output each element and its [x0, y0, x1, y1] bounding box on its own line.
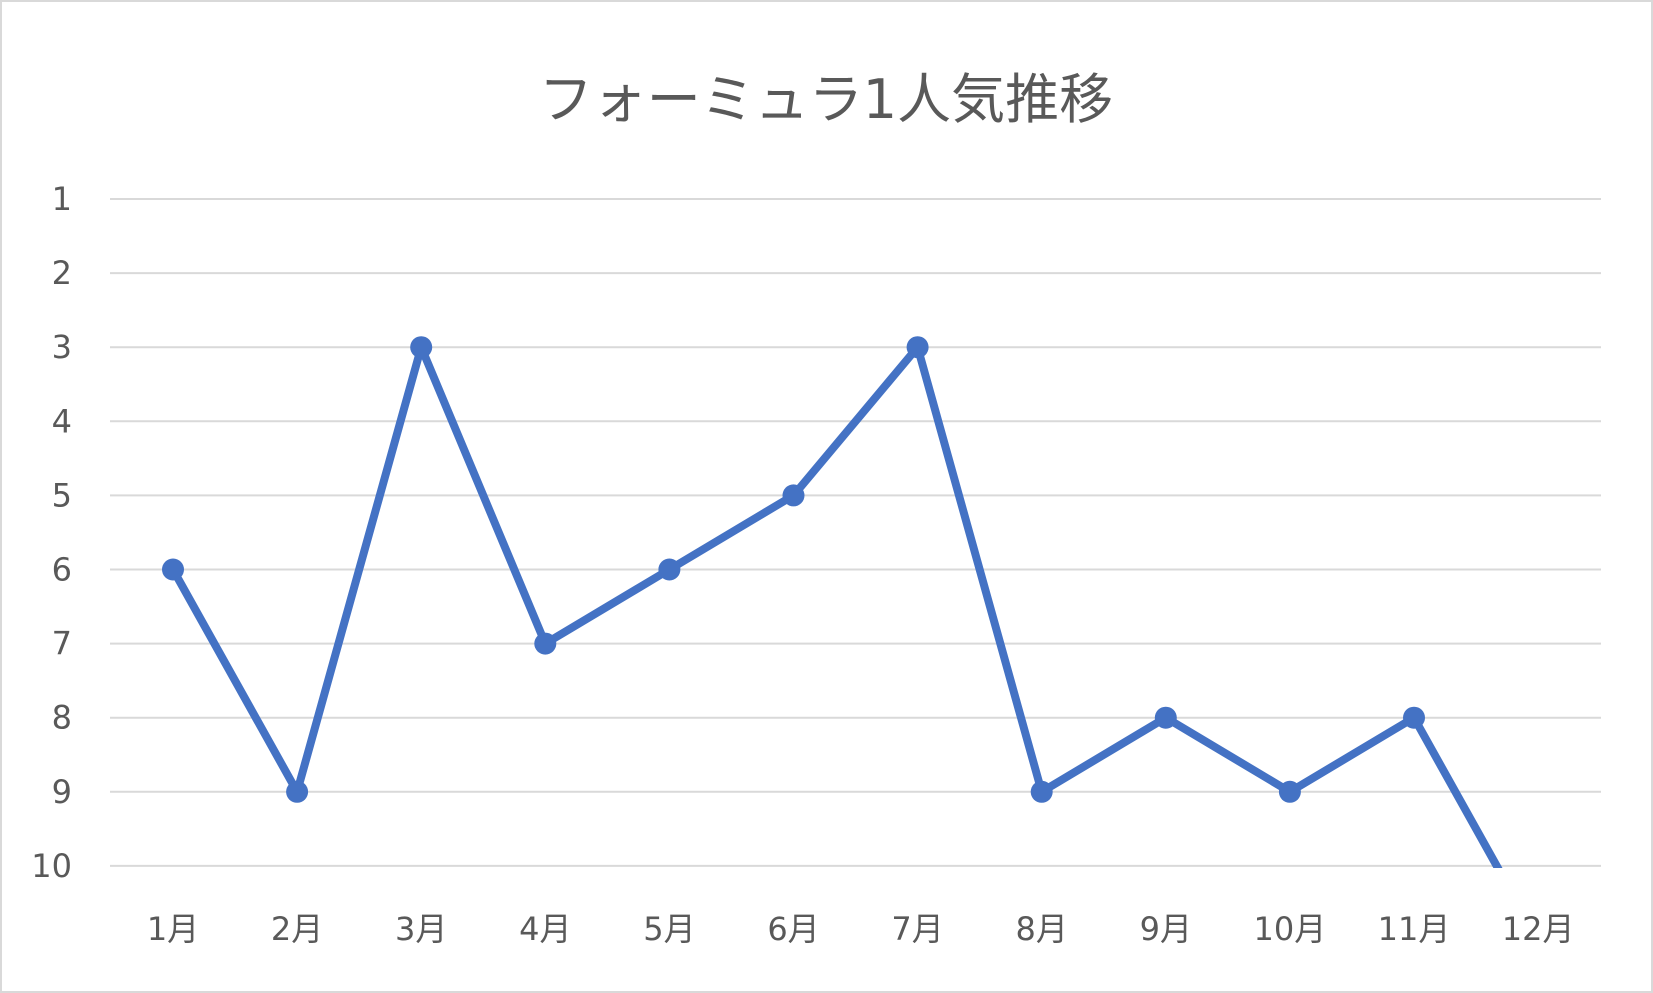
x-tick-label: 7月	[891, 910, 943, 948]
data-point	[1154, 706, 1177, 729]
x-tick-label: 12月	[1502, 910, 1575, 948]
data-point	[162, 558, 184, 581]
chart-title: フォーミュラ1人気推移	[539, 68, 1113, 131]
y-tick-label: 8	[52, 699, 72, 737]
x-tick-label: 2月	[271, 910, 323, 948]
data-point	[534, 632, 557, 655]
x-tick-label: 4月	[519, 910, 571, 948]
y-tick-label: 9	[52, 773, 72, 811]
x-tick-label: 10月	[1254, 910, 1327, 948]
data-point	[782, 484, 805, 507]
series-layer	[162, 336, 1503, 868]
data-point	[1403, 706, 1425, 729]
x-axis-tick-labels: 1月 2月 3月 4月 5月 6月 7月 8月 9月 10月 11月 12月	[147, 910, 1575, 948]
y-tick-label: 4	[52, 402, 72, 440]
x-tick-label: 1月	[147, 910, 199, 948]
x-tick-label: 6月	[767, 910, 819, 948]
x-tick-label: 3月	[395, 910, 447, 948]
data-point	[1278, 780, 1301, 803]
y-tick-label: 3	[52, 328, 72, 366]
x-tick-label: 9月	[1140, 910, 1192, 948]
series-line	[169, 343, 1503, 868]
x-tick-label: 11月	[1378, 910, 1451, 948]
data-point	[286, 780, 309, 803]
y-tick-label: 6	[52, 551, 72, 589]
data-point	[906, 336, 929, 359]
data-point	[1030, 780, 1053, 803]
y-tick-label: 10	[31, 847, 72, 885]
gridlines	[110, 198, 1601, 867]
data-point	[658, 558, 681, 581]
x-tick-label: 5月	[643, 910, 695, 948]
data-point	[410, 336, 433, 359]
y-tick-label: 2	[52, 254, 72, 292]
y-tick-label: 1	[52, 180, 72, 218]
x-tick-label: 8月	[1016, 910, 1068, 948]
y-tick-label: 7	[52, 625, 72, 663]
y-axis-tick-labels: 1 2 3 4 5 6 7 8 9 10	[31, 180, 72, 885]
y-tick-label: 5	[52, 476, 72, 514]
